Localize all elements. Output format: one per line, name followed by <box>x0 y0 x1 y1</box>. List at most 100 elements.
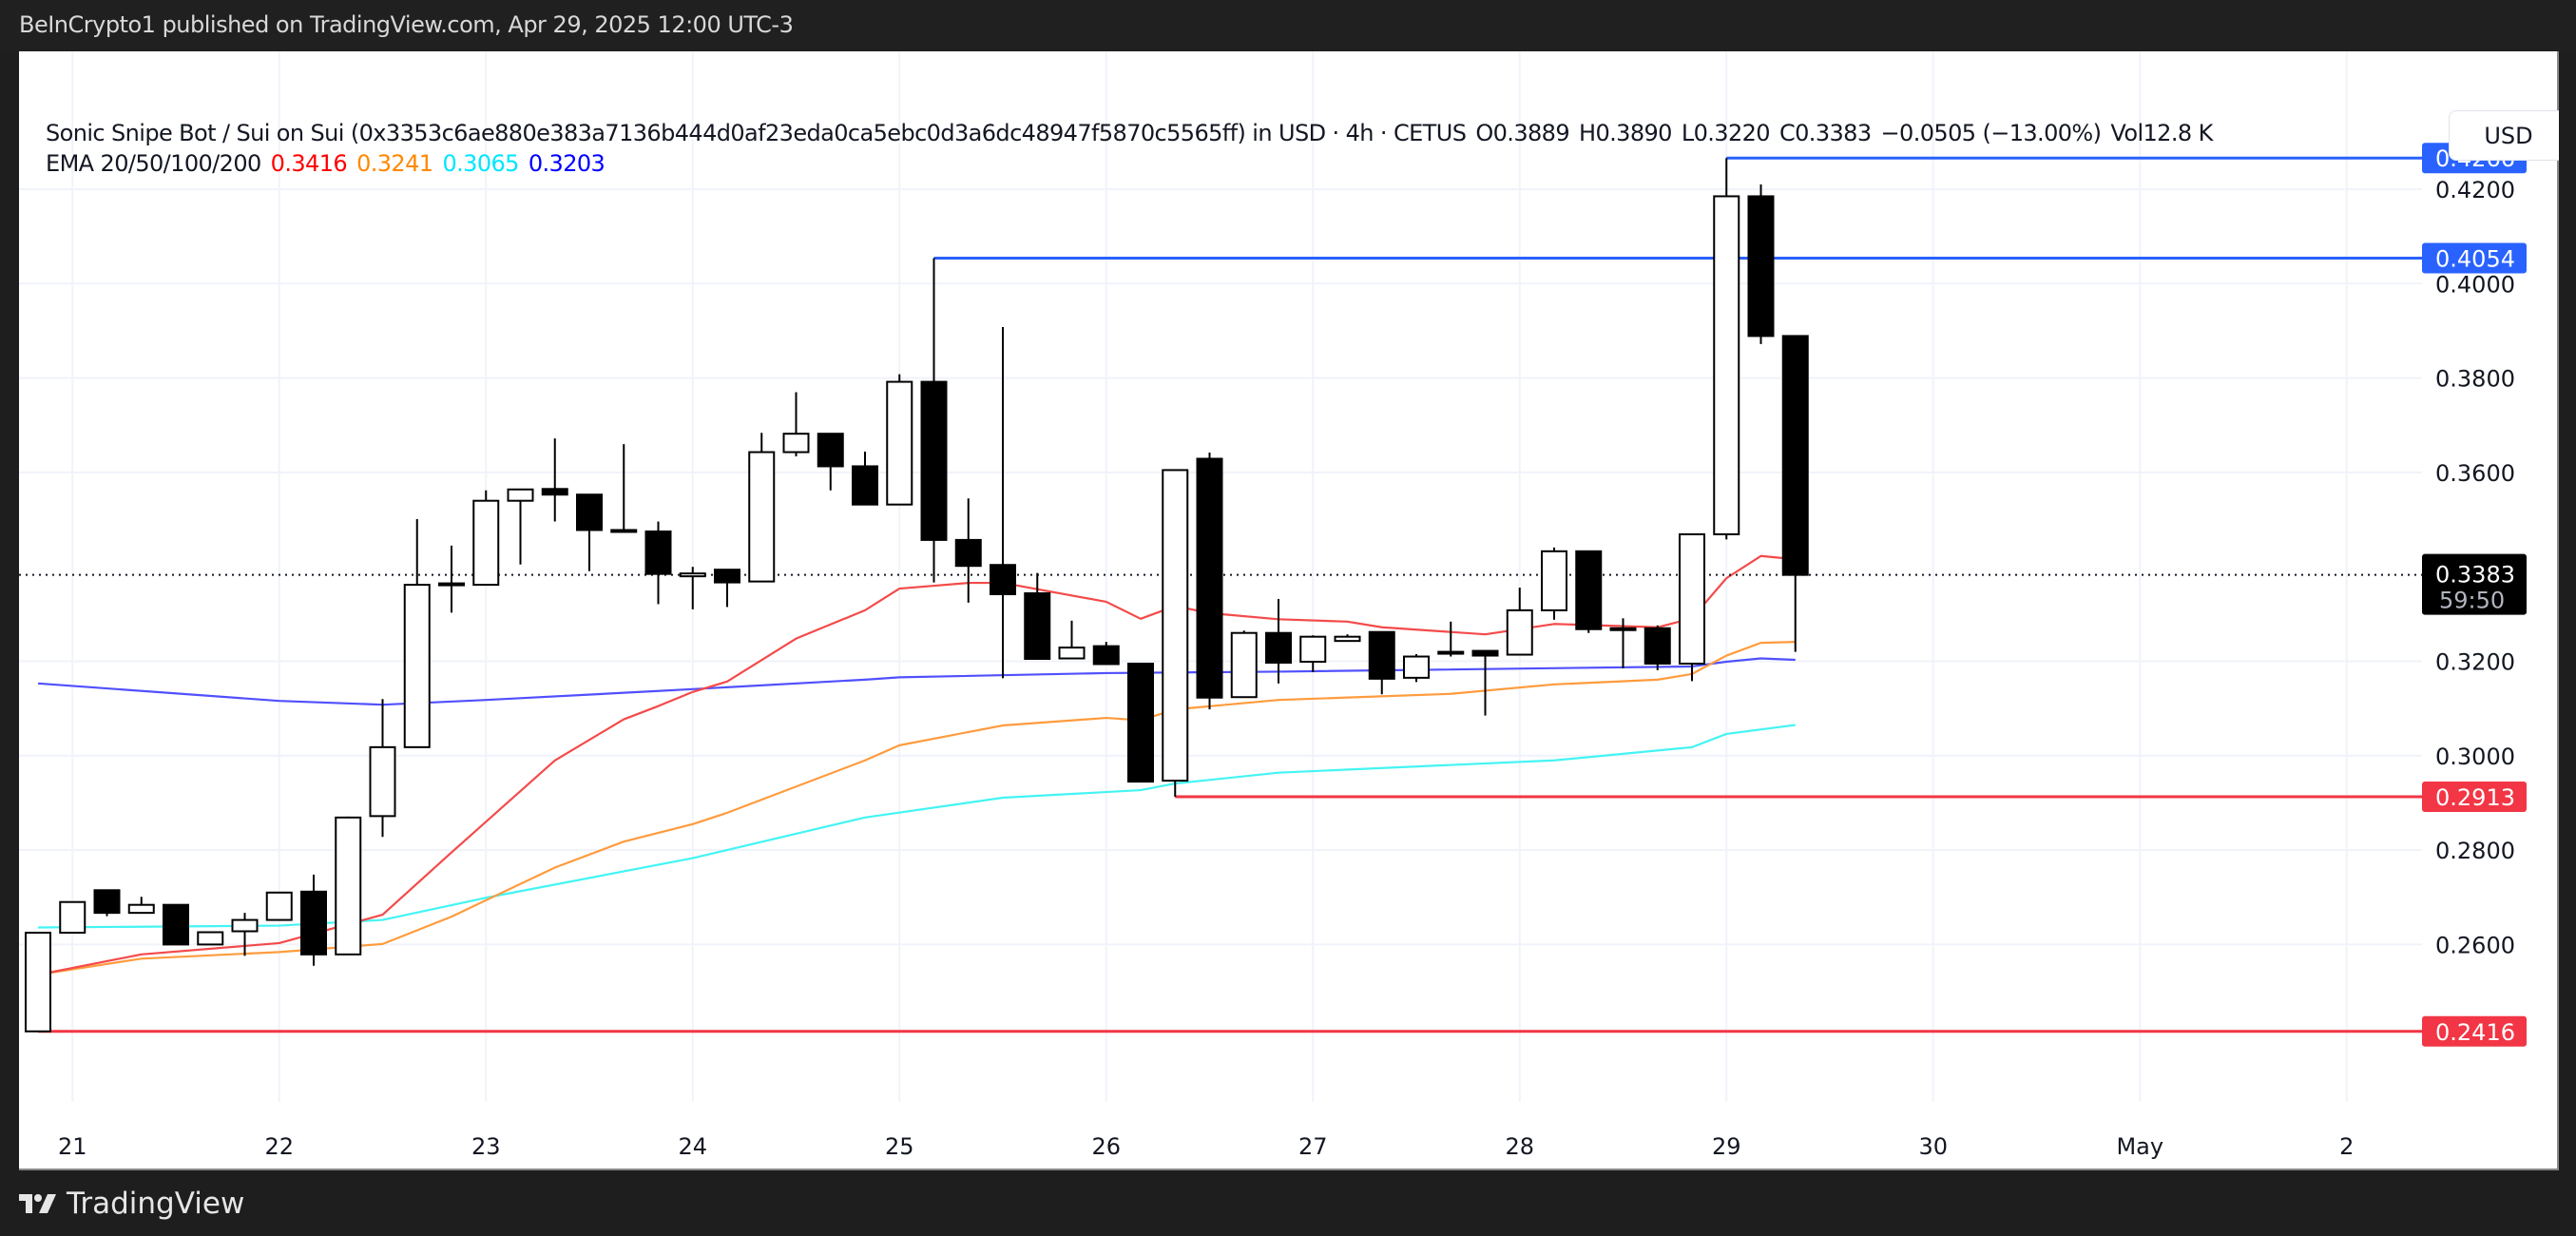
candle <box>438 545 465 613</box>
candle-body-up <box>1609 627 1637 631</box>
candle <box>1403 654 1430 683</box>
candle-body-up <box>1299 635 1327 663</box>
ohlc-close: C0.3383 <box>1778 120 1872 146</box>
footer-brand-name: TradingView <box>67 1187 245 1221</box>
x-tick-label: 2 <box>2339 1133 2354 1160</box>
candle <box>1541 547 1567 620</box>
candle <box>369 699 396 838</box>
candle <box>1609 618 1637 668</box>
candle <box>1162 469 1189 797</box>
x-tick-label: 27 <box>1298 1133 1328 1160</box>
candle <box>59 900 87 934</box>
right-frame <box>2559 51 2576 1236</box>
last-price-label: 0.3383 <box>2435 562 2515 589</box>
ema100-line <box>37 724 1796 929</box>
candle <box>886 374 913 506</box>
candle <box>1230 630 1258 699</box>
ema-label[interactable]: EMA 20/50/100/200 <box>46 150 261 177</box>
x-tick-label: 24 <box>678 1133 707 1160</box>
candle-body-up <box>1334 635 1361 643</box>
candle <box>1024 572 1051 661</box>
candle-body-down <box>920 380 948 541</box>
candle <box>1713 158 1740 540</box>
candle-body-up <box>748 451 776 583</box>
ohlc-high: H0.3890 <box>1579 120 1672 146</box>
candle-body-up <box>231 918 259 933</box>
x-tick-label: 22 <box>264 1133 294 1160</box>
candle <box>335 816 362 956</box>
candle-body-down <box>1265 631 1292 664</box>
candle <box>197 931 224 946</box>
candle-body-up <box>265 891 293 921</box>
candle-body-down <box>300 890 327 956</box>
candle <box>1368 630 1395 695</box>
support-price-tag <box>2422 781 2527 812</box>
support-price-label: 0.2913 <box>2435 784 2515 811</box>
support-price-label: 0.2416 <box>2435 1019 2515 1046</box>
candle-body-up <box>472 499 500 587</box>
candle-body-down <box>954 538 982 568</box>
candle <box>852 452 878 506</box>
candle <box>265 891 293 921</box>
candle-body-down <box>714 569 740 584</box>
candle <box>679 567 706 609</box>
candle-body-up <box>507 488 534 502</box>
candle-body-up <box>679 572 706 578</box>
candle-body-down <box>1471 649 1499 657</box>
candle-body-down <box>1024 592 1051 661</box>
ema200-value: 0.3203 <box>528 150 606 177</box>
candle <box>1058 620 1086 660</box>
tradingview-logo-icon <box>19 1194 56 1213</box>
candle-body-down <box>644 530 672 575</box>
ema50-value: 0.3241 <box>356 150 433 177</box>
candle <box>782 392 810 457</box>
ema20-value: 0.3416 <box>270 150 348 177</box>
volume: Vol12.8 K <box>2110 120 2213 146</box>
candle-body-down <box>1368 630 1395 680</box>
candle <box>1265 598 1292 684</box>
candle-body-up <box>1403 655 1430 679</box>
candle <box>1092 642 1120 666</box>
candle <box>1437 621 1465 657</box>
candle-body-up <box>369 745 396 818</box>
candle-body-down <box>990 564 1016 595</box>
candlestick-chart[interactable]: 21 22 23 24 25 26 27 28 29 30 May 2 0.4200 0.4000 0.38… <box>19 51 2557 1168</box>
candle <box>507 488 534 565</box>
candle <box>163 903 189 946</box>
candle-body-down <box>1644 627 1671 665</box>
candle-body-up <box>1058 647 1086 660</box>
candle-body-up <box>403 584 431 748</box>
chart-pane[interactable]: 21 22 23 24 25 26 27 28 29 30 May 2 0.4200 0.4000 0.38… <box>19 51 2568 1170</box>
currency-button[interactable]: USD <box>2449 110 2568 161</box>
candle-body-up <box>1679 532 1705 665</box>
candle <box>300 874 327 966</box>
y-tick-label: 0.4200 <box>2435 177 2515 203</box>
candle <box>1127 662 1154 783</box>
x-tick-label: 29 <box>1712 1133 1741 1160</box>
candle-body-up <box>197 931 224 946</box>
candle-countdown: 59:50 <box>2439 588 2505 614</box>
candle <box>610 444 638 533</box>
y-tick-label: 0.3200 <box>2435 649 2515 676</box>
candle <box>990 326 1016 679</box>
candle-body-down <box>1575 550 1603 630</box>
candle <box>231 913 259 956</box>
chart-legend: Sonic Snipe Bot / Sui on Sui (0x3353c6ae… <box>46 118 2222 179</box>
ema100-value: 0.3065 <box>442 150 519 177</box>
candle <box>1471 649 1499 716</box>
top-bar: BeInCrypto1 published on TradingView.com… <box>0 0 2576 51</box>
candle <box>403 519 431 748</box>
candle-body-up <box>1230 631 1258 699</box>
y-tick-label: 0.3000 <box>2435 744 2515 770</box>
y-tick-label: 0.2800 <box>2435 838 2515 864</box>
candle <box>748 433 776 583</box>
candle <box>1575 550 1603 633</box>
symbol-title[interactable]: Sonic Snipe Bot / Sui on Sui (0x3353c6ae… <box>46 120 1467 146</box>
resistance-price-tag <box>2422 242 2527 274</box>
candle-body-down <box>610 529 638 533</box>
x-tick-label: 30 <box>1918 1133 1948 1160</box>
candle-body-down <box>576 493 603 531</box>
candle-body-down <box>1127 662 1154 783</box>
candle-body-down <box>817 433 844 468</box>
candle-body-up <box>25 931 51 1033</box>
